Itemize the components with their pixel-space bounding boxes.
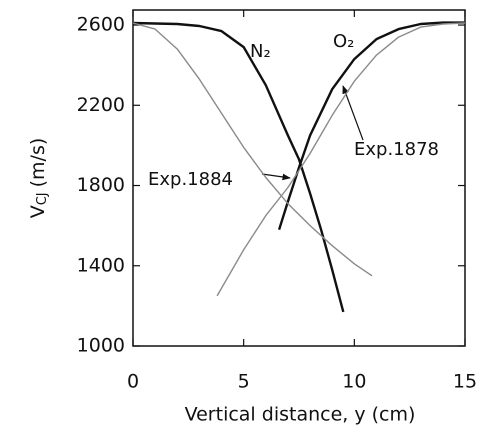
y-tick-label: 1000 [77,335,125,357]
series-label: O₂ [333,31,354,52]
series-label: Exp.1878 [354,139,439,160]
y-tick-label: 2600 [77,14,125,36]
series-line [132,21,345,313]
y-tick-label: 1800 [77,174,125,196]
y-label-unit: (m/s) [27,138,49,188]
plot-frame [132,9,466,347]
y-tick-label: 1400 [77,254,125,276]
series-line [277,21,465,231]
series-label: Exp.1884 [148,169,233,190]
x-axis-label: Vertical distance, y (cm) [185,404,416,426]
series-line [216,22,466,297]
series-label: N₂ [250,41,271,62]
y-label-main: V [27,205,49,218]
y-tick-label: 2200 [77,94,125,116]
x-tick-label: 5 [238,371,250,393]
y-label-sub: CJ [35,192,50,205]
arrow [342,85,364,141]
series-line [132,22,373,277]
arrow [261,173,291,181]
x-tick-label: 15 [453,371,477,393]
x-tick-label: 10 [342,371,366,393]
x-tick-label: 0 [127,371,139,393]
y-axis-label: VCJ (m/s) [27,138,50,219]
